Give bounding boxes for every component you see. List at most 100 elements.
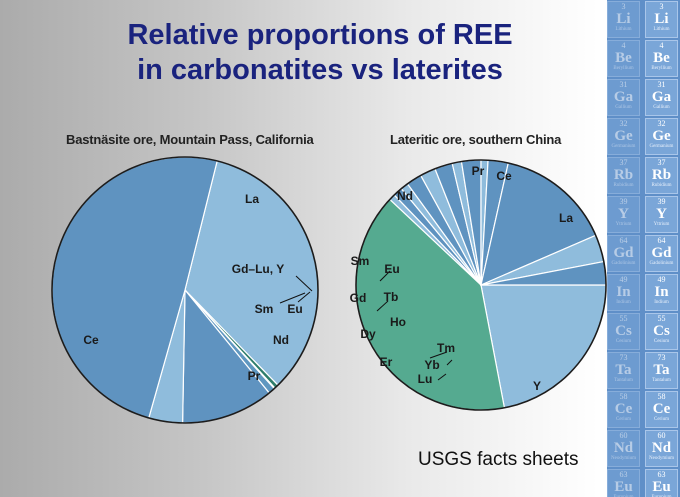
element-symbol: Ce (652, 401, 671, 417)
element-name: Neodymium (649, 456, 674, 461)
element-number: 3 (621, 2, 626, 11)
element-symbol: Y (618, 206, 629, 222)
element-name: Rubidium (613, 183, 634, 188)
element-tile-ce: 58 Ce Cerium (645, 391, 678, 428)
slice-label-er: Er (380, 355, 393, 369)
element-row: 49 In Indium 49 In Indium (607, 273, 680, 312)
element-tile-li: 3 Li Lithium (607, 1, 640, 38)
element-name: Lithium (653, 27, 670, 32)
element-symbol: Rb (613, 167, 634, 183)
element-number: 4 (659, 41, 664, 50)
element-number: 37 (657, 158, 666, 167)
element-row: 4 Be Beryllium 4 Be Beryllium (607, 39, 680, 78)
element-symbol: Ga (613, 89, 634, 105)
pie-chart-mountain-pass: La Gd–Lu, Y Eu Sm Nd Pr Ce (51, 156, 319, 424)
element-name: Cesium (615, 339, 632, 344)
element-row: 39 Y Yttrium 39 Y Yttrium (607, 195, 680, 234)
element-tile-gd: 64 Gd Gadolinium (607, 235, 640, 272)
leader-line-gd-lu-y (295, 275, 313, 292)
element-name: Lithium (615, 27, 632, 32)
element-tile-cs: 55 Cs Cesium (607, 313, 640, 350)
element-number: 73 (619, 353, 628, 362)
slice-label-tb: Tb (384, 290, 399, 304)
leader-line-tm (429, 351, 448, 359)
element-symbol: Be (615, 50, 632, 66)
element-symbol: Rb (651, 167, 672, 183)
element-name: Tantalum (614, 378, 633, 383)
element-name: Germanium (611, 144, 636, 149)
element-tile-nd: 60 Nd Neodymium (607, 430, 640, 467)
element-tile-eu: 63EuEuropium (645, 469, 678, 497)
element-tile-y: 39 Y Yttrium (645, 196, 678, 233)
element-name: Beryllium (651, 66, 672, 71)
element-number: 60 (657, 431, 666, 440)
pie-outline (355, 159, 607, 411)
element-tile-cs: 55 Cs Cesium (645, 313, 678, 350)
source-note: USGS facts sheets (418, 449, 579, 470)
element-row: 3 Li Lithium 3 Li Lithium (607, 0, 680, 39)
slice-label-lu: Lu (418, 372, 433, 386)
slice-label-ce: Ce (496, 169, 512, 183)
slice-label-yb: Yb (424, 358, 439, 372)
element-number: 55 (657, 314, 666, 323)
leader-line-eu (379, 270, 391, 282)
slice-label-la: La (245, 192, 259, 206)
element-symbol: Ge (614, 128, 633, 144)
element-tile-ge: 32 Ge Germanium (607, 118, 640, 155)
element-name: Cerium (654, 417, 669, 422)
slice-label-nd: Nd (273, 333, 289, 347)
element-number: 49 (657, 275, 666, 284)
slice-label-y: Y (533, 379, 541, 393)
element-tile-ta: 73 Ta Tantalum (645, 352, 678, 389)
slice-label-eu: Eu (384, 262, 399, 276)
element-symbol: Eu (614, 479, 633, 495)
element-row: 60 Nd Neodymium 60 Nd Neodymium (607, 429, 680, 468)
element-number: 39 (619, 197, 628, 206)
slice-label-gd-lu-y: Gd–Lu, Y (232, 262, 284, 276)
element-tile-ge: 32 Ge Germanium (645, 118, 678, 155)
element-symbol: Gd (651, 245, 672, 261)
element-tile-in: 49 In Indium (607, 274, 640, 311)
element-symbol: Ce (614, 401, 633, 417)
slice-label-ce: Ce (83, 333, 99, 347)
element-symbol: Cs (653, 323, 670, 339)
element-symbol: In (654, 284, 669, 300)
element-symbol: Nd (613, 440, 634, 456)
element-number: 63 (657, 470, 666, 479)
element-row: 64 Gd Gadolinium 64 Gd Gadolinium (607, 234, 680, 273)
element-name: Neodymium (611, 456, 636, 461)
element-symbol: Ga (651, 89, 672, 105)
element-number: 31 (657, 80, 666, 89)
element-symbol: Gd (613, 245, 634, 261)
element-tile-y: 39 Y Yttrium (607, 196, 640, 233)
slice-label-tm: Tm (437, 341, 455, 355)
chart-title-southern-china: Lateritic ore, southern China (390, 132, 562, 147)
slice-label-sm: Sm (255, 302, 274, 316)
leader-line-yb (446, 359, 453, 366)
element-name: Cerium (616, 417, 631, 422)
element-tile-be: 4 Be Beryllium (645, 40, 678, 77)
leader-line-eu (297, 291, 311, 303)
leader-line-tb (376, 300, 389, 312)
element-name: Rubidium (651, 183, 672, 188)
element-name: Gallium (615, 105, 632, 110)
element-row: 32 Ge Germanium 32 Ge Germanium (607, 117, 680, 156)
element-tile-li: 3 Li Lithium (645, 1, 678, 38)
element-number: 60 (619, 431, 628, 440)
element-tile-rb: 37 Rb Rubidium (607, 157, 640, 194)
element-number: 31 (619, 80, 628, 89)
element-symbol: In (616, 284, 631, 300)
element-row: 73 Ta Tantalum 73 Ta Tantalum (607, 351, 680, 390)
element-symbol: Nd (651, 440, 672, 456)
title-line-2: in carbonatites vs laterites (137, 54, 503, 86)
element-number: 73 (657, 353, 666, 362)
slice-label-sm: Sm (351, 254, 370, 268)
element-row: 37 Rb Rubidium 37 Rb Rubidium (607, 156, 680, 195)
element-number: 32 (657, 119, 666, 128)
element-tile-eu: 63EuEuropium (607, 469, 640, 497)
element-row: 58 Ce Cerium 58 Ce Cerium (607, 390, 680, 429)
element-row: 31 Ga Gallium 31 Ga Gallium (607, 78, 680, 117)
element-row: 63EuEuropium63EuEuropium (607, 468, 680, 497)
leader-line-sm (279, 292, 306, 304)
